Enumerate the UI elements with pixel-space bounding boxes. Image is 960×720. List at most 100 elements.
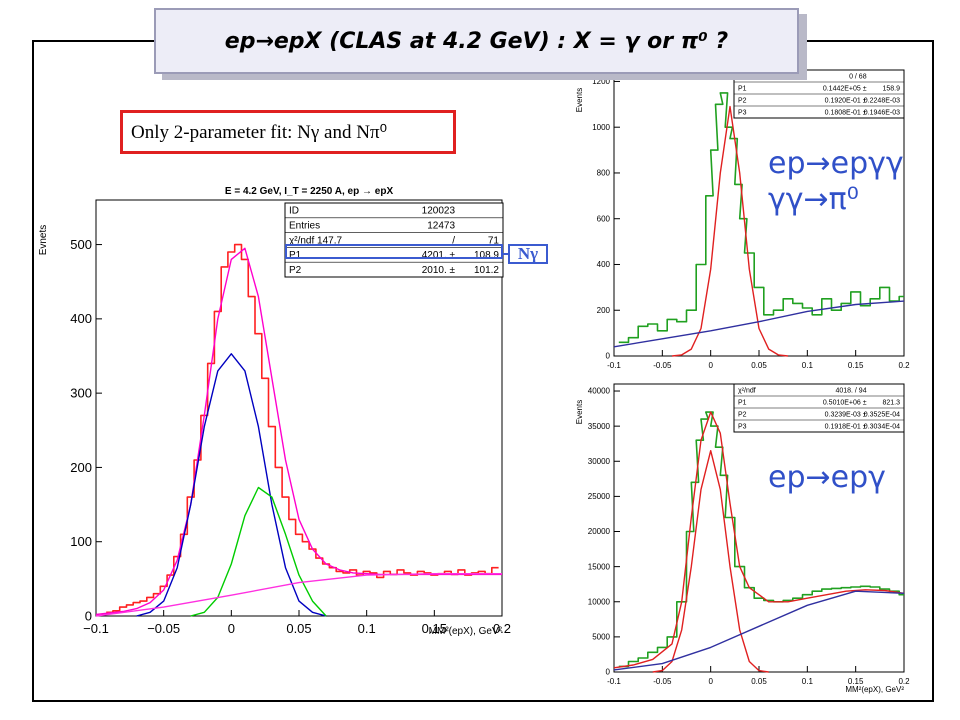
note-text: Only 2-parameter fit: Nγ and Nπ⁰	[131, 121, 388, 143]
stats-value: 4201. ±	[422, 250, 456, 261]
chart-panel-2: -0.1 -0.05 0 0.05 0.1 0.15 0.2 0 200 400 600 800 100…	[575, 69, 910, 370]
y-tick-label: 25000	[588, 492, 611, 501]
x-tick-label: 0.2	[898, 677, 910, 686]
stats-error: 821.3	[882, 400, 900, 407]
y-tick-label: 35000	[588, 422, 611, 431]
y-tick-label: 10000	[588, 597, 611, 606]
x-tick-label: −0.1	[83, 621, 109, 636]
stats-label: χ²/ndf 147.7	[289, 235, 343, 246]
y-tick-label: 1200	[592, 77, 610, 86]
stats-error: 0.2248E-03	[864, 98, 900, 105]
x-tick-label: 0.05	[751, 677, 767, 686]
y-tick-label: 20000	[588, 527, 611, 536]
ngamma-box: Nγ	[508, 244, 548, 264]
stats-value: 0.1808E-01 ±	[825, 110, 867, 117]
stats-label: χ²/ndf	[738, 388, 756, 395]
stats-value: 12473	[427, 220, 455, 231]
p1-highlight	[285, 244, 503, 259]
stats-label: P3	[738, 424, 747, 431]
x-tick-label: −0.05	[147, 621, 180, 636]
title-box: ep→epX (CLAS at 4.2 GeV) : X = γ or π⁰ ?	[154, 8, 799, 74]
stats-error: 0.3525E-04	[864, 412, 900, 419]
slide-title: ep→epX (CLAS at 4.2 GeV) : X = γ or π⁰ ?	[224, 28, 729, 54]
stats-error: 71	[488, 235, 500, 246]
x-tick-label: 0.1	[802, 677, 814, 686]
stats-value: 0.1918E-01 ±	[825, 424, 867, 431]
stats-label: P2	[289, 265, 302, 276]
chart-panel-1: −0.1 −0.05 0 0.05 0.1 0.15 0.2 0 100 200 300 400 500…	[38, 186, 511, 637]
x-tick-label: 0	[708, 677, 713, 686]
y-tick-label: 15000	[588, 562, 611, 571]
series-total-fit	[613, 411, 905, 669]
x-tick-label: -0.05	[653, 361, 672, 370]
x-tick-label: 0.05	[286, 621, 311, 636]
y-tick-label: 0	[85, 608, 92, 623]
ngamma-label: Nγ	[517, 244, 539, 263]
y-tick-label: 500	[70, 237, 92, 252]
annotation-upper-line2: γγ→π⁰	[768, 182, 859, 217]
x-tick-label: -0.05	[653, 677, 672, 686]
stats-error: 158.9	[882, 86, 900, 93]
stats-box-frame	[284, 202, 504, 278]
chart-panel-3: -0.1 -0.05 0 0.05 0.1 0.15 0.2 0 5000 10000 15000 2…	[575, 383, 910, 694]
y-tick-label: 30000	[588, 457, 611, 466]
y-axis-label: Events	[575, 400, 584, 424]
x-tick-label: 0.1	[802, 361, 814, 370]
y-tick-label: 100	[70, 534, 92, 549]
stats-error: 101.2	[474, 265, 499, 276]
x-tick-label: 0	[228, 621, 235, 636]
annotation-upper-line1: ep→epγγ	[768, 146, 904, 181]
y-tick-label: 200	[70, 460, 92, 475]
x-tick-label: 0.15	[422, 621, 447, 636]
x-tick-label: -0.1	[607, 677, 621, 686]
x-tick-label: 0.1	[358, 621, 376, 636]
stats-label: P3	[738, 110, 747, 117]
series-background	[613, 590, 905, 671]
annotation-upper: ep→epγγ γγ→π⁰	[768, 146, 904, 218]
series-gaussian-fit	[652, 450, 769, 673]
stats-value: 4018. / 94	[835, 388, 866, 395]
note-box: Only 2-parameter fit: Nγ and Nπ⁰	[120, 110, 456, 154]
stats-box: ID 120023 Entries 12473 χ²/ndf 147.7 / 71 P1 420…	[284, 202, 504, 278]
y-tick-label: 400	[70, 311, 92, 326]
x-axis-label: MM²(epX), GeV²	[429, 626, 503, 637]
stats-value: 0.3239E-03 ±	[825, 412, 867, 419]
stats-label: Entries	[289, 220, 320, 231]
x-tick-label: -0.1	[607, 361, 621, 370]
stats-error: 108.9	[474, 250, 499, 261]
stats-label: P1	[289, 250, 302, 261]
stats-value: 0.1442E+05 ±	[823, 86, 867, 93]
stats-label: P2	[738, 412, 747, 419]
y-tick-label: 0	[606, 352, 611, 361]
y-tick-label: 300	[70, 385, 92, 400]
y-axis-label: Evnets	[38, 225, 49, 256]
series-background	[95, 573, 502, 617]
x-tick-label: 0.2	[493, 621, 511, 636]
x-axis-label: MM²(epX), GeV²	[845, 685, 904, 694]
series-background	[613, 300, 905, 348]
series-gamma-peak	[136, 353, 327, 617]
y-tick-label: 40000	[588, 387, 611, 396]
x-tick-label: 0.05	[751, 361, 767, 370]
stats-error: 0.3034E-04	[864, 424, 900, 431]
x-tick-label: 0.2	[898, 361, 910, 370]
y-tick-label: 600	[597, 214, 611, 223]
stats-value: 120023	[422, 206, 456, 217]
stats-value: /	[452, 235, 455, 246]
chart-title: E = 4.2 GeV, I_T = 2250 A, ep → epX	[225, 186, 394, 197]
y-tick-label: 1000	[592, 123, 610, 132]
y-tick-label: 400	[597, 260, 611, 269]
stats-label: P1	[738, 400, 747, 407]
y-tick-label: 5000	[592, 633, 610, 642]
stats-box: χ²/ndf 4018. / 94 P1 0.5010E+06 ± 821.3 P2 0.3…	[733, 383, 905, 433]
stats-label: P2	[738, 98, 747, 105]
series-gaussian-fit	[671, 105, 789, 357]
y-tick-label: 200	[597, 306, 611, 315]
stats-label: P1	[738, 86, 747, 93]
series-pi0-peak	[190, 486, 327, 617]
stats-label: ID	[289, 206, 299, 217]
y-tick-label: 800	[597, 169, 611, 178]
annotation-lower: ep→epγ	[768, 460, 886, 495]
stats-value: 0 / 68	[849, 74, 867, 81]
